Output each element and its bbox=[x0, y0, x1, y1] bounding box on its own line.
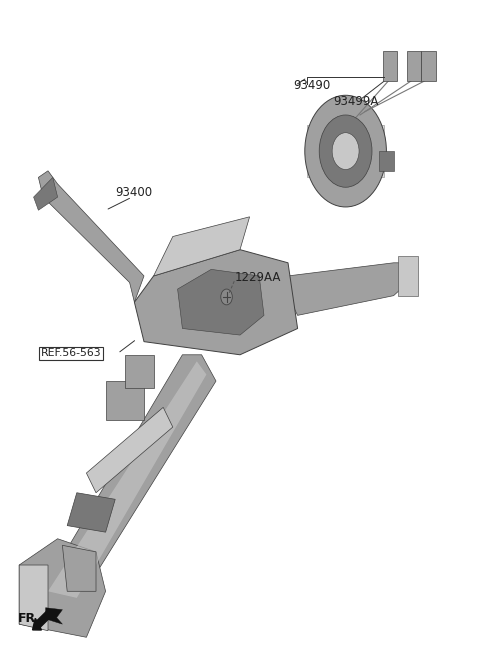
Polygon shape bbox=[46, 608, 62, 624]
Polygon shape bbox=[307, 125, 384, 177]
Polygon shape bbox=[379, 151, 394, 171]
Polygon shape bbox=[288, 263, 408, 315]
FancyBboxPatch shape bbox=[125, 355, 154, 388]
Polygon shape bbox=[398, 256, 418, 296]
Polygon shape bbox=[38, 355, 216, 604]
Polygon shape bbox=[86, 407, 173, 493]
FancyBboxPatch shape bbox=[383, 51, 397, 81]
Circle shape bbox=[332, 133, 359, 170]
Polygon shape bbox=[19, 565, 48, 631]
Polygon shape bbox=[178, 269, 264, 335]
FancyBboxPatch shape bbox=[407, 51, 421, 81]
Circle shape bbox=[221, 289, 232, 305]
Polygon shape bbox=[19, 539, 106, 637]
Text: FR.: FR. bbox=[18, 612, 41, 625]
Circle shape bbox=[305, 95, 386, 207]
FancyBboxPatch shape bbox=[421, 51, 436, 81]
Polygon shape bbox=[154, 217, 250, 276]
Polygon shape bbox=[38, 171, 144, 302]
Text: 93499A: 93499A bbox=[334, 95, 379, 108]
Polygon shape bbox=[134, 250, 298, 355]
Circle shape bbox=[319, 115, 372, 187]
Text: 93400: 93400 bbox=[115, 186, 152, 199]
Text: REF.56-563: REF.56-563 bbox=[41, 348, 101, 359]
Polygon shape bbox=[34, 177, 58, 210]
Polygon shape bbox=[67, 493, 115, 532]
FancyArrow shape bbox=[33, 609, 52, 630]
Text: 1229AA: 1229AA bbox=[234, 271, 281, 284]
FancyBboxPatch shape bbox=[106, 381, 144, 420]
Polygon shape bbox=[62, 545, 96, 591]
Polygon shape bbox=[48, 361, 206, 598]
Text: 93490: 93490 bbox=[293, 79, 330, 92]
